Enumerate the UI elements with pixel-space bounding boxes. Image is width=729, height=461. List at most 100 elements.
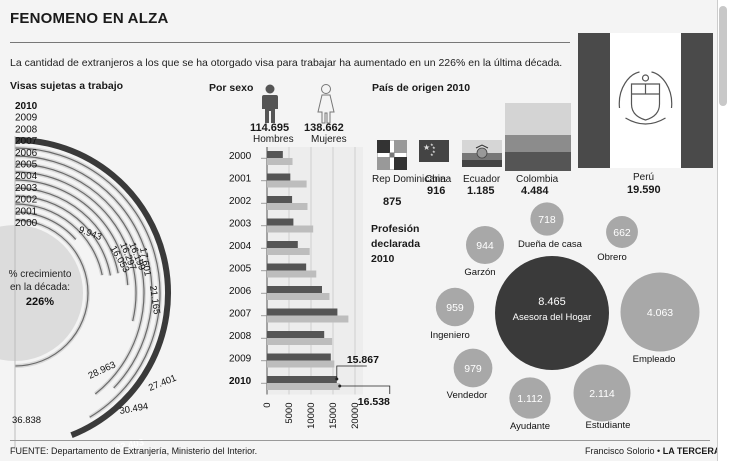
bubble-empleado [620, 272, 700, 352]
radial-ring-bg-2010 [14, 137, 172, 438]
callout-men-value: 15.867 [347, 354, 379, 366]
bubble-value: 1.112 [517, 393, 543, 405]
radial-year-2000: 2000 [15, 218, 38, 229]
origin-value-colombia: 4.484 [521, 185, 549, 197]
bar-women-2008 [267, 338, 333, 345]
bubble-ayudante [509, 377, 551, 419]
radial-ring-2009 [14, 147, 161, 418]
page-title: FENOMENO EN ALZA [10, 10, 169, 27]
callout-men-line [336, 365, 367, 379]
radial-ring-2001 [14, 211, 77, 240]
radial-ring-2003 [14, 195, 112, 276]
bar-women-2005 [267, 270, 317, 278]
bar-year-2008: 2008 [229, 331, 252, 342]
sex-bar-chart: 0 5000 10000 15000 20000 2000 2001 2002 2003 2004… [229, 147, 391, 429]
women-total: 138.662 [304, 122, 344, 134]
peru-flag-icon [578, 33, 713, 168]
svg-text:★: ★ [423, 143, 430, 152]
radial-year-2001: 2001 [15, 206, 38, 217]
men-total: 114.695 [250, 122, 290, 134]
svg-text:★: ★ [430, 142, 434, 147]
origin-label-china: China [425, 174, 452, 185]
bar-year-2007: 2007 [229, 309, 252, 320]
bar-men-2006 [267, 286, 322, 293]
bubble-label: Dueña de casa [518, 239, 583, 250]
bar-year-2004: 2004 [229, 241, 252, 252]
bar-women-2007 [267, 315, 349, 323]
bubble-value: 718 [538, 214, 556, 226]
bubble-label: Estudiante [586, 420, 631, 431]
bubble-label: Obrero [597, 252, 627, 263]
women-label: Mujeres [311, 134, 347, 145]
bubble-label: Garzón [464, 267, 495, 278]
callout-women-value: 16.538 [358, 396, 390, 408]
origin-value-peru: 19.590 [627, 184, 661, 196]
origin-value-ecuador: 1.185 [467, 185, 495, 197]
origin-value-dominicana: 875 [383, 196, 402, 208]
bar-year-2009: 2009 [229, 354, 252, 365]
woman-icon [317, 84, 335, 124]
bar-men-2010 [267, 376, 337, 383]
bubble-label: Vendedor [447, 390, 488, 401]
svg-text:★: ★ [430, 152, 434, 157]
footer-divider [10, 440, 710, 441]
origin-chart-title: País de origen 2010 [372, 82, 471, 94]
bar-xtick: 0 [262, 403, 273, 408]
svg-text:★: ★ [432, 145, 436, 150]
bubble-label: Ingeniero [430, 330, 470, 341]
visas-chart-title: Visas sujetas a trabajo [10, 80, 124, 92]
bubble-estudiante [573, 364, 631, 422]
bar-women-2001 [267, 180, 307, 188]
bubble-value: 4.063 [647, 307, 673, 319]
bar-men-2000 [267, 151, 283, 158]
radial-year-2010: 2010 [15, 101, 38, 112]
sex-chart-title: Por sexo [209, 82, 254, 94]
subtitle: La cantidad de extranjeros a los que se … [10, 57, 563, 69]
scrollbar-track[interactable] [717, 0, 729, 461]
credit-author: Francisco Solorio [585, 446, 655, 456]
men-label: Hombres [253, 134, 294, 145]
bubble-garzón [465, 225, 505, 265]
bar-women-2006 [267, 293, 330, 300]
credit-line: Francisco Solorio • LA TERCERA [585, 446, 720, 456]
bar-xtick: 15000 [328, 403, 339, 429]
source-note: FUENTE: Departamento de Extranjería, Min… [10, 446, 258, 456]
title-divider [10, 42, 570, 43]
radial-ring-2007 [14, 163, 145, 395]
radial-year-2005: 2005 [15, 160, 38, 171]
profession-chart-title: Profesión declarada 2010 [371, 223, 421, 265]
radial-value-2008: 27.401 [147, 373, 178, 394]
radial-center-label: % crecimiento en la década: [9, 269, 72, 293]
radial-year-2004: 2004 [15, 171, 38, 182]
bubble-label: Empleado [633, 354, 676, 365]
radial-ring-2005 [14, 179, 129, 286]
bubble-label: Ayudante [510, 421, 550, 432]
credit-separator: • [657, 446, 661, 456]
radial-ring-2000 [14, 219, 89, 367]
bar-women-2009 [267, 360, 335, 368]
bar-men-2003 [267, 218, 294, 226]
bar-year-2010: 2010 [229, 376, 252, 387]
callout-women-line [339, 385, 391, 394]
radial-value-2005: 17.601 [137, 247, 153, 278]
bar-women-2002 [267, 203, 308, 210]
bubble-value: 8.465 [538, 296, 566, 308]
bar-xtick: 10000 [306, 403, 317, 429]
bubble-value: 979 [464, 363, 482, 375]
radial-year-2009: 2009 [15, 113, 38, 124]
bar-year-2002: 2002 [229, 196, 252, 207]
bar-year-2001: 2001 [229, 174, 252, 185]
bar-year-2005: 2005 [229, 264, 252, 275]
bubble-vendedor [453, 348, 493, 388]
bar-women-2003 [267, 225, 314, 233]
radial-ring-2006 [14, 171, 137, 322]
bar-men-2005 [267, 263, 307, 271]
scrollbar-thumb[interactable] [719, 6, 727, 106]
radial-ring-2008 [14, 155, 153, 389]
bar-xtick: 5000 [284, 403, 295, 424]
bubble-dueña-de-casa [530, 202, 564, 236]
bar-year-2003: 2003 [229, 219, 252, 230]
bar-xtick: 20000 [350, 403, 361, 429]
